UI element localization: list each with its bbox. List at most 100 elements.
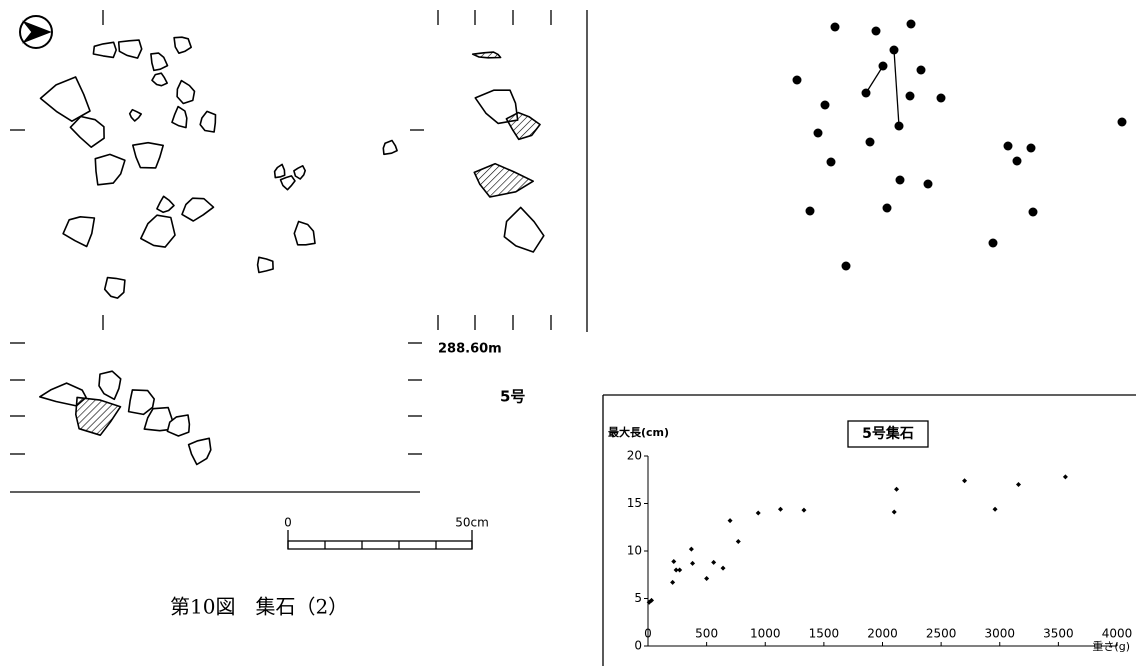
stone <box>293 220 316 246</box>
elevation: 288.60m <box>438 342 502 357</box>
stone <box>503 206 545 253</box>
point <box>755 510 761 516</box>
plan-line <box>847 420 929 448</box>
stone <box>151 72 168 87</box>
stone-dot <box>1026 143 1036 153</box>
y-tick-label: 10 <box>627 544 642 558</box>
stone <box>279 175 296 191</box>
x-tick-label: 1500 <box>809 627 840 641</box>
point <box>704 576 710 582</box>
point <box>894 486 900 492</box>
point <box>801 507 807 513</box>
x-tick-label: 500 <box>695 627 718 641</box>
stone-dot <box>916 65 926 75</box>
plan-line <box>287 540 473 550</box>
stone-dot <box>894 121 904 131</box>
stone <box>69 115 105 148</box>
stone <box>471 51 502 59</box>
stone-dot <box>841 261 851 271</box>
point <box>735 539 741 544</box>
stone-dot <box>906 19 916 29</box>
stone-dot <box>1012 156 1022 166</box>
y-axis-label: 最大長(cm) <box>608 425 669 439</box>
stone-dot <box>878 61 888 71</box>
x-tick-label: 0 <box>644 627 652 641</box>
stone <box>293 165 307 180</box>
stone <box>382 139 398 156</box>
stone <box>103 276 126 299</box>
point <box>1062 474 1068 480</box>
stone-dot <box>895 175 905 185</box>
stone-dot <box>905 91 915 101</box>
scale-start: 0 <box>284 516 292 530</box>
stone <box>75 396 122 437</box>
stone <box>94 153 126 186</box>
point <box>720 565 726 571</box>
stone <box>39 76 91 122</box>
stone-dot <box>805 206 815 216</box>
stone-dot <box>820 100 830 110</box>
point <box>711 559 717 565</box>
stone <box>127 389 155 416</box>
stone <box>181 197 215 222</box>
stone <box>132 141 164 169</box>
scale-end: 50cm <box>455 516 489 530</box>
x-tick-label: 1000 <box>750 627 781 641</box>
stone <box>473 162 535 198</box>
y-tick-label: 5 <box>634 591 642 605</box>
x-tick-label: 2000 <box>867 627 898 641</box>
feature-label: 5号 <box>500 388 525 406</box>
x-tick-label: 4000 <box>1102 627 1133 641</box>
stone <box>92 41 117 59</box>
point <box>777 506 783 512</box>
stone <box>166 414 191 437</box>
stone-dot <box>1117 117 1127 127</box>
point <box>670 579 676 585</box>
chart-title: 5号集石 <box>862 425 914 442</box>
point <box>649 597 655 603</box>
stone <box>256 256 274 274</box>
plan-line <box>865 65 884 94</box>
stone <box>98 370 122 401</box>
stone <box>156 195 175 214</box>
stone-dot <box>813 128 823 138</box>
stone <box>150 52 169 72</box>
stone <box>173 36 192 55</box>
point <box>727 518 733 524</box>
stone-dot <box>871 26 881 36</box>
x-tick-label: 2500 <box>926 627 957 641</box>
y-tick-label: 0 <box>634 639 642 653</box>
point <box>1016 482 1022 487</box>
stone <box>176 79 196 105</box>
point <box>962 478 968 484</box>
stone-dot <box>830 22 840 32</box>
y-tick-label: 15 <box>627 496 642 510</box>
stone-dot <box>792 75 802 85</box>
stone-dot <box>1028 207 1038 217</box>
stone-dot <box>861 88 871 98</box>
point <box>671 558 677 564</box>
plan-frame <box>10 10 1136 666</box>
stone <box>505 111 541 141</box>
stone <box>117 39 143 59</box>
point <box>992 506 998 512</box>
x-tick-label: 3500 <box>1043 627 1074 641</box>
stone-dot <box>826 157 836 167</box>
stone <box>62 216 96 248</box>
x-tick-label: 3000 <box>984 627 1015 641</box>
stone-dot <box>923 179 933 189</box>
point <box>690 560 696 566</box>
plan-line <box>21 20 52 44</box>
stone-dot <box>882 203 892 213</box>
stone <box>273 163 286 179</box>
y-tick-label: 20 <box>627 449 642 463</box>
stone-dot <box>889 45 899 55</box>
stone <box>140 214 176 248</box>
caption: 第10図 集石（2） <box>170 595 348 619</box>
point <box>688 546 694 552</box>
stone <box>187 437 212 466</box>
point <box>673 567 679 573</box>
point <box>677 567 683 573</box>
